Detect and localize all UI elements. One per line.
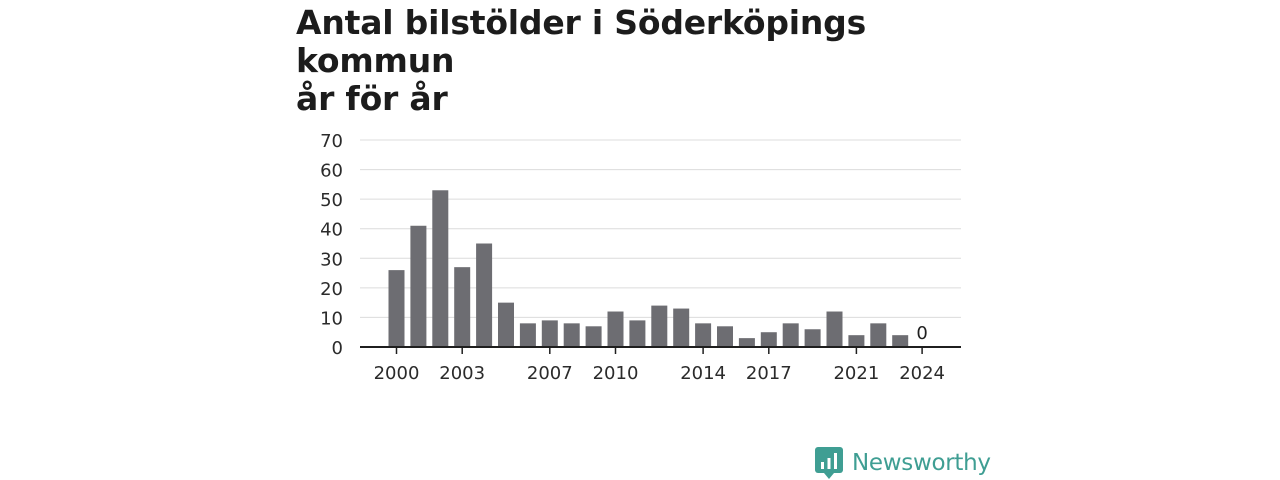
chart-title: Antal bilstölder i Söderköpings kommun å… bbox=[296, 4, 1016, 118]
bar bbox=[410, 225, 427, 347]
y-tick-label: 10 bbox=[320, 308, 343, 329]
bar bbox=[476, 243, 493, 347]
bar-chart-logo-icon bbox=[815, 447, 843, 479]
data-label: 0 bbox=[916, 323, 927, 344]
y-tick-label: 40 bbox=[320, 220, 343, 241]
x-tick-label: 2014 bbox=[680, 363, 726, 384]
bar bbox=[738, 338, 755, 347]
x-tick-label: 2003 bbox=[439, 363, 485, 384]
y-tick-label: 70 bbox=[320, 131, 343, 152]
newsworthy-logo: Newsworthy bbox=[815, 446, 991, 480]
bar bbox=[717, 326, 733, 347]
x-tick-label: 2024 bbox=[899, 363, 945, 384]
bar bbox=[519, 323, 536, 347]
x-tick-label: 2010 bbox=[593, 363, 639, 384]
y-tick-label: 60 bbox=[320, 161, 343, 182]
bar bbox=[498, 302, 514, 347]
bar bbox=[541, 320, 558, 347]
x-tick-label: 2017 bbox=[746, 363, 792, 384]
bar bbox=[563, 323, 580, 347]
bar bbox=[585, 326, 602, 347]
chart-title-line-2: år för år bbox=[296, 79, 448, 118]
bar bbox=[673, 308, 690, 347]
bar bbox=[629, 320, 646, 347]
bar-chart: 0 10 20 30 40 50 60 70 2000 2003 2007 2010 2014 2017 2… bbox=[320, 131, 961, 384]
bar bbox=[388, 270, 405, 347]
x-tick-label: 2007 bbox=[527, 363, 573, 384]
bar bbox=[454, 267, 471, 347]
bar bbox=[892, 335, 909, 347]
x-tick-label: 2000 bbox=[374, 363, 420, 384]
bar bbox=[782, 323, 799, 347]
bar bbox=[432, 190, 449, 347]
chart-title-line-1: Antal bilstölder i Söderköpings kommun bbox=[296, 3, 867, 80]
bar bbox=[848, 335, 865, 347]
bar bbox=[651, 305, 668, 347]
bar bbox=[870, 323, 887, 347]
x-tick-label: 2021 bbox=[833, 363, 879, 384]
bar bbox=[804, 329, 821, 347]
y-tick-label: 20 bbox=[320, 279, 343, 300]
brand-name: Newsworthy bbox=[852, 450, 991, 476]
bar bbox=[760, 332, 777, 347]
bar bbox=[826, 311, 843, 347]
bar bbox=[695, 323, 712, 347]
bar bbox=[607, 311, 624, 347]
y-tick-label: 30 bbox=[320, 249, 343, 270]
y-tick-label: 50 bbox=[320, 190, 343, 211]
y-tick-label: 0 bbox=[332, 338, 343, 359]
